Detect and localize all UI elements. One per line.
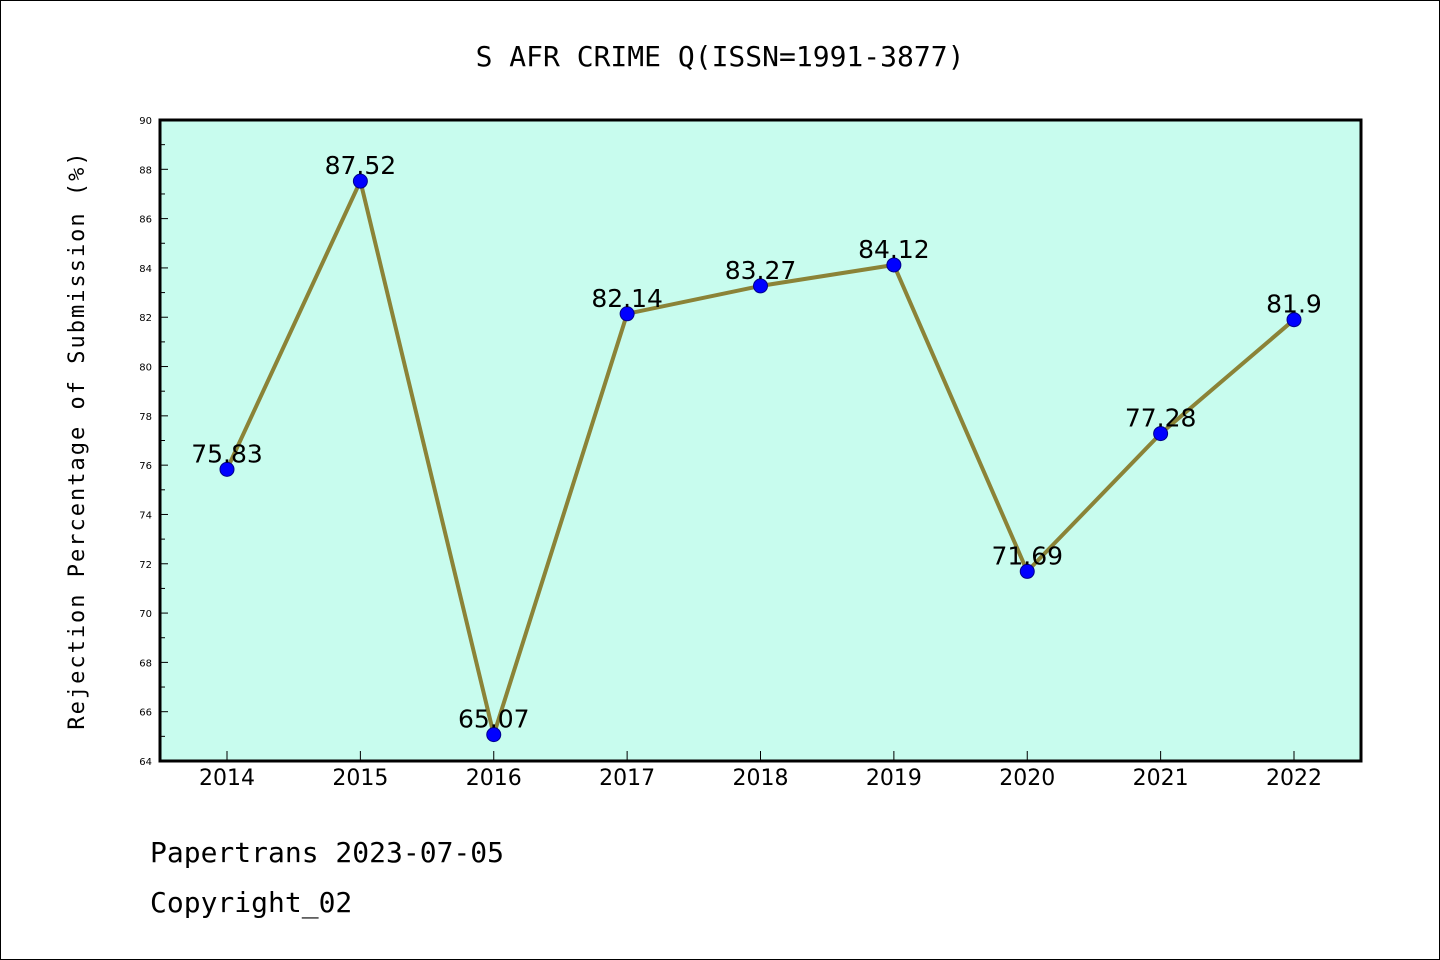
data-point-label: 77.28 — [1125, 404, 1197, 433]
data-labels: 75.83 87.52 65.07 82.14 83.27 84.12 71.69 77.28… — [191, 151, 1322, 733]
y-tick-label: 90 — [139, 116, 152, 127]
y-tick-label: 66 — [139, 708, 152, 719]
data-point-label: 87.52 — [325, 151, 397, 180]
x-tick-label: 2016 — [466, 766, 522, 791]
data-point-marker — [1286, 312, 1302, 328]
data-point-label: 71.69 — [991, 541, 1063, 570]
data-point-marker — [219, 461, 235, 477]
x-tick-label: 2020 — [999, 766, 1055, 791]
data-point-label: 82.14 — [591, 284, 663, 313]
x-tick-label: 2022 — [1266, 766, 1322, 791]
plot-border — [158, 118, 1363, 763]
data-point-marker — [619, 306, 635, 322]
y-tick-label: 78 — [139, 412, 152, 423]
data-point-marker — [886, 257, 902, 273]
y-tick-label: 72 — [139, 560, 152, 571]
y-tick-label: 84 — [139, 264, 152, 275]
data-point-label: 81.9 — [1266, 290, 1322, 319]
y-tick-label: 74 — [139, 510, 152, 521]
x-tick-label: 2018 — [733, 766, 789, 791]
chart-title: S AFR CRIME Q(ISSN=1991-3877) — [476, 40, 965, 73]
x-axis-ticks: 2014 2015 2016 2017 2018 2019 2020 2021 2022 — [199, 751, 1322, 791]
y-tick-label: 88 — [139, 165, 152, 176]
data-point-label: 83.27 — [725, 256, 797, 285]
x-tick-label: 2015 — [332, 766, 388, 791]
footer-copyright-line: Copyright_02 — [150, 886, 353, 919]
y-tick-label: 80 — [139, 363, 152, 374]
y-axis-label: Rejection Percentage of Submission (%) — [65, 150, 90, 729]
data-point-label: 75.83 — [191, 439, 263, 468]
data-point-marker — [1019, 563, 1035, 579]
data-point-label: 65.07 — [458, 705, 530, 734]
x-tick-label: 2017 — [599, 766, 655, 791]
y-axis-ticks: 64 66 68 70 72 74 76 78 80 82 84 86 88 90 — [139, 116, 168, 768]
data-point-marker — [753, 278, 768, 294]
y-tick-label: 86 — [139, 215, 152, 226]
x-tick-label: 2021 — [1133, 766, 1189, 791]
y-tick-label: 70 — [139, 609, 152, 620]
y-tick-label: 68 — [139, 658, 152, 669]
data-point-marker — [352, 173, 368, 189]
plot-area — [160, 120, 1361, 761]
x-tick-label: 2014 — [199, 766, 255, 791]
y-tick-label: 64 — [139, 757, 152, 768]
x-tick-label: 2019 — [866, 766, 922, 791]
data-point-label: 84.12 — [858, 235, 930, 264]
y-tick-label: 82 — [139, 313, 152, 324]
data-markers — [219, 173, 1302, 743]
footer-date-line: Papertrans 2023-07-05 — [150, 836, 505, 869]
data-point-marker — [486, 727, 502, 743]
data-point-marker — [1153, 426, 1169, 442]
y-tick-label: 76 — [139, 461, 152, 472]
